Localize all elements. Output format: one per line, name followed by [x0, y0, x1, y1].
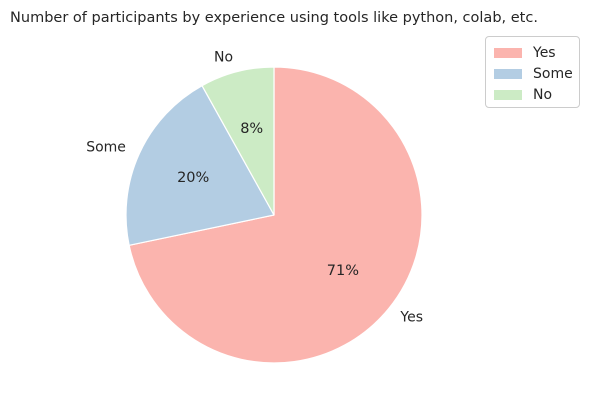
legend-swatch-some: [494, 68, 522, 79]
pie-labels: 71% Yes 20% Some 8% No: [86, 49, 423, 325]
pie-category-label-some: Some: [86, 139, 126, 155]
legend-label-no: No: [533, 86, 553, 103]
legend-label-yes: Yes: [533, 44, 556, 61]
chart-legend: Yes Some No: [485, 36, 580, 108]
pie-slice-some: [125, 85, 275, 246]
legend-item-no: No: [494, 84, 573, 105]
legend-item-yes: Yes: [494, 42, 573, 63]
pie-slices: [125, 66, 423, 364]
legend-swatch-yes: [494, 47, 522, 58]
pie-percent-label-some: 20%: [177, 170, 209, 186]
pie-category-label-yes: Yes: [399, 310, 423, 326]
legend-label-some: Some: [533, 65, 573, 82]
pie-percent-label-yes: 71%: [327, 263, 359, 279]
pie-percent-label-no: 8%: [240, 121, 263, 137]
pie-slice-no: [201, 66, 275, 216]
legend-swatch-no: [494, 89, 522, 100]
legend-item-some: Some: [494, 63, 573, 84]
chart-title: Number of participants by experience usi…: [10, 10, 538, 26]
pie-category-label-no: No: [214, 49, 233, 65]
pie-slice-yes: [128, 66, 423, 364]
